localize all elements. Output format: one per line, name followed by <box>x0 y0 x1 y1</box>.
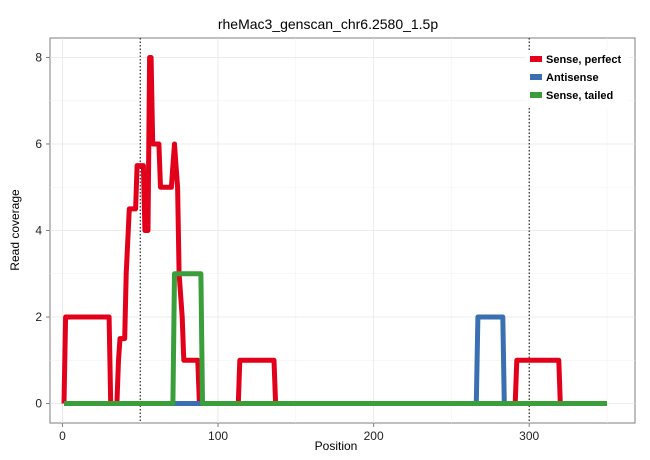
y-tick-label: 8 <box>35 50 42 64</box>
x-tick-label: 300 <box>519 429 539 443</box>
y-tick-label: 6 <box>35 137 42 151</box>
y-tick-label: 0 <box>35 397 42 411</box>
x-tick-label: 200 <box>364 429 384 443</box>
legend-swatch <box>530 74 542 80</box>
legend-swatch <box>530 56 542 62</box>
legend-label: Antisense <box>546 72 599 84</box>
series-layer <box>61 55 607 406</box>
chart-title: rheMac3_genscan_chr6.2580_1.5p <box>218 16 438 32</box>
legend-box <box>526 50 629 108</box>
y-tick-label: 2 <box>35 310 42 324</box>
legend: Sense, perfect Antisense Sense, tailed <box>526 50 629 108</box>
x-axis-label: Position <box>315 439 358 453</box>
x-tick-label: 0 <box>59 429 66 443</box>
series-line-3 <box>64 271 607 406</box>
y-axis-label: Read coverage <box>8 189 22 271</box>
y-tick-label: 4 <box>35 224 42 238</box>
axis-ticks: 0 100 200 300 0 2 4 6 8 <box>35 50 539 443</box>
x-tick-label: 100 <box>208 429 228 443</box>
series-line-1 <box>61 55 607 406</box>
legend-label: Sense, perfect <box>546 54 622 66</box>
legend-label: Sense, tailed <box>546 90 613 102</box>
legend-swatch <box>530 92 542 98</box>
